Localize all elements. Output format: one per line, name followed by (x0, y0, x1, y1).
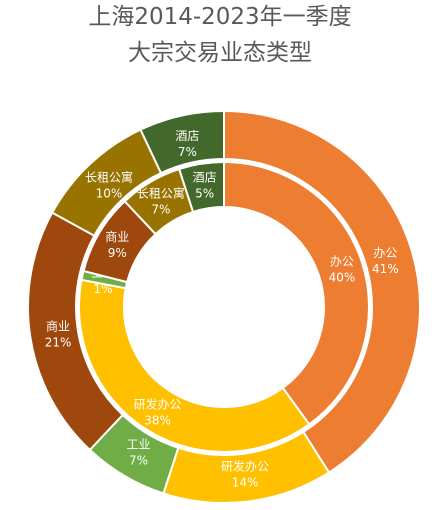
outer-ring-slice-0 (223, 109, 421, 474)
outer-ring-label-2: 工业 7% (126, 438, 150, 468)
inner-ring-label-1: 研发办公 38% (134, 397, 182, 428)
inner-ring-label-4: 长租公寓 7% (137, 185, 185, 216)
outer-ring-label-3: 商业 21% (45, 318, 72, 349)
inner-ring-slice-1 (78, 278, 311, 453)
chart-title-line-1: 上海2014-2023年一季度 (88, 4, 352, 30)
inner-ring-label-5: 酒店 5% (193, 171, 217, 201)
inner-ring-slice-5 (177, 160, 225, 214)
inner-ring-label-3: 商业 9% (105, 229, 129, 260)
inner-ring-slice-0 (223, 160, 370, 426)
inner-ring-label-0: 办公 40% (329, 254, 356, 285)
outer-ring-label-4: 长租公寓 10% (85, 170, 133, 201)
outer-ring-label-5: 酒店 7% (175, 129, 199, 159)
outer-ring-label-0: 办公 41% (372, 245, 399, 276)
outer-ring-label-1: 研发办公 14% (221, 459, 269, 490)
outer-ring-slice-5 (139, 109, 225, 175)
chart-title-line-2: 大宗交易业态类型 (128, 40, 312, 66)
